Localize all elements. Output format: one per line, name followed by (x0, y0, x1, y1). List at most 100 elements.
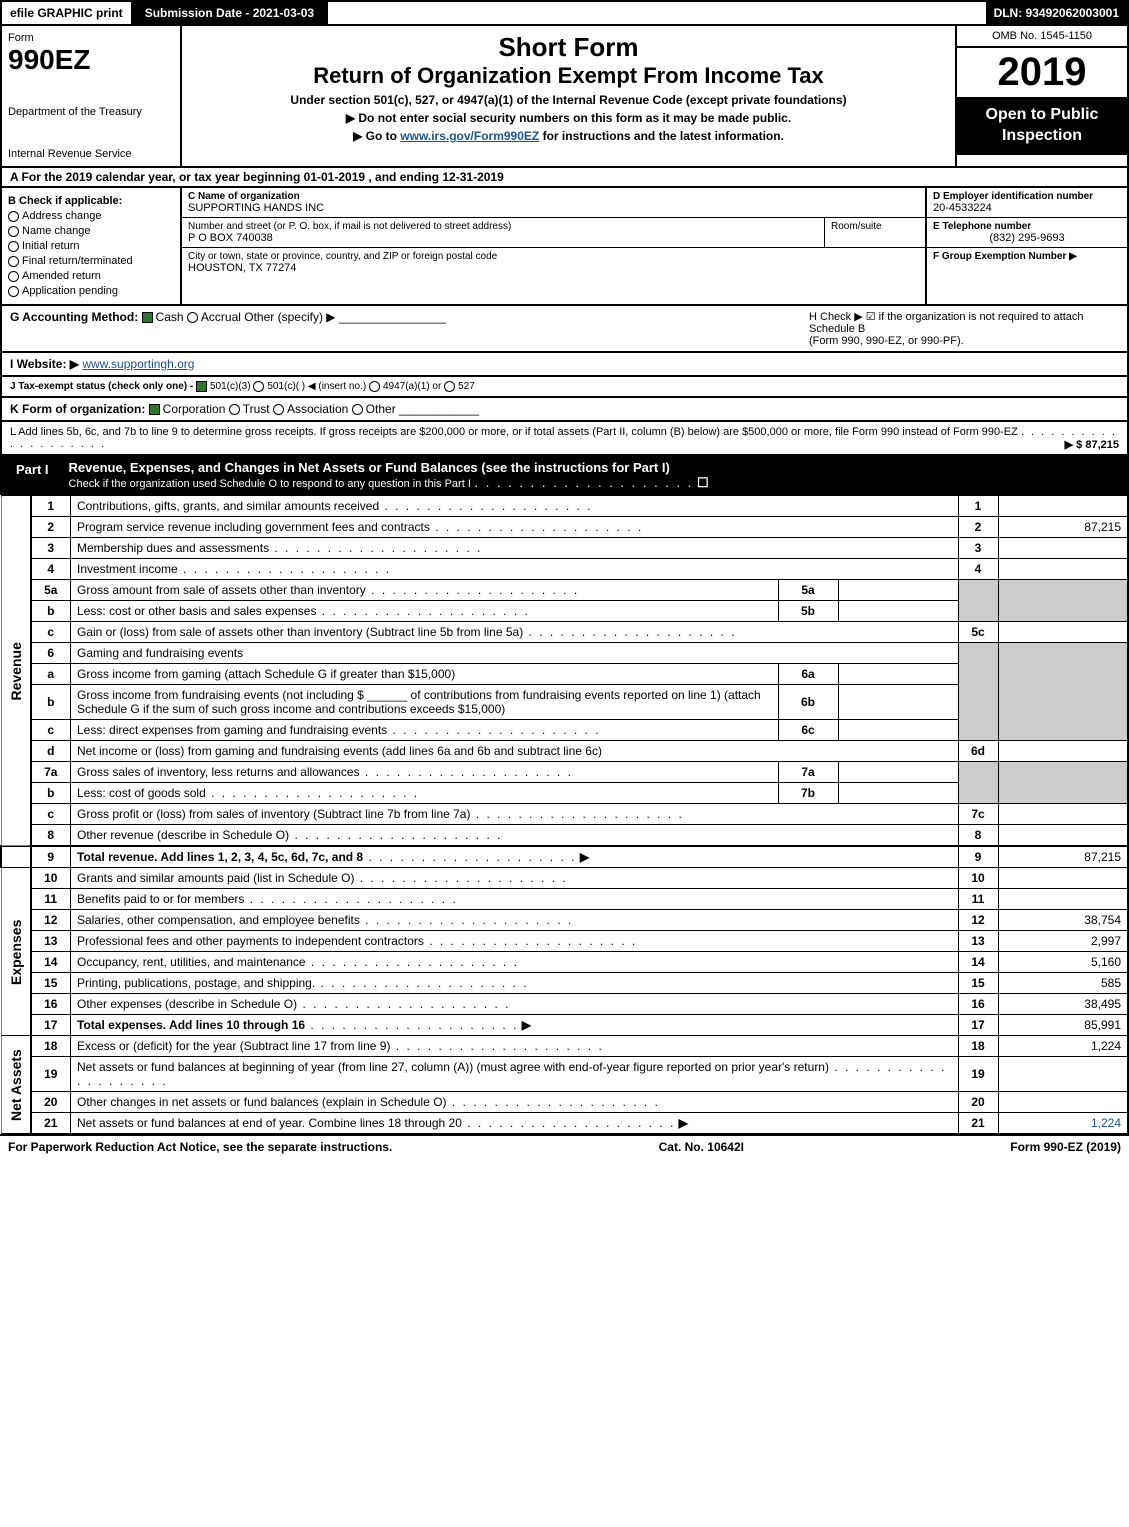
checkbox-amended-return[interactable]: Amended return (8, 270, 174, 282)
checkbox-corporation[interactable]: Corporation (149, 402, 226, 416)
expenses-vlabel: Expenses (1, 868, 31, 1036)
section-f: F Group Exemption Number ▶ (927, 248, 1127, 265)
section-i: I Website: ▶ www.supportingh.org (0, 353, 1129, 377)
section-j: J Tax-exempt status (check only one) - 5… (0, 377, 1129, 398)
info-right: D Employer identification number 20-4533… (927, 188, 1127, 304)
checkbox-527[interactable]: 527 (444, 381, 475, 392)
section-g-h: G Accounting Method: Cash Accrual Other … (0, 306, 1129, 353)
part-1-check-val: ☐ (697, 475, 709, 490)
line-16: 16Other expenses (describe in Schedule O… (1, 994, 1128, 1015)
checkbox-accrual[interactable]: Accrual (187, 310, 241, 324)
checkbox-cash[interactable]: Cash (142, 310, 184, 324)
city-label: City or town, state or province, country… (188, 251, 919, 262)
instr-goto: ▶ Go to www.irs.gov/Form990EZ for instru… (192, 129, 945, 143)
tax-year: 2019 (957, 48, 1127, 97)
line-11: 11Benefits paid to or for members11 (1, 889, 1128, 910)
ein-label: D Employer identification number (933, 191, 1121, 202)
checkbox-name-change[interactable]: Name change (8, 225, 174, 237)
line-7c: cGross profit or (loss) from sales of in… (1, 804, 1128, 825)
addr-row: Number and street (or P. O. box, if mail… (182, 218, 925, 248)
checkbox-final-return[interactable]: Final return/terminated (8, 255, 174, 267)
org-name: SUPPORTING HANDS INC (188, 202, 919, 214)
form-org-label: K Form of organization: (10, 402, 145, 416)
footer-cat: Cat. No. 10642I (659, 1140, 744, 1154)
room-label: Room/suite (831, 221, 919, 232)
city-value: HOUSTON, TX 77274 (188, 262, 919, 274)
revenue-vlabel: Revenue (1, 496, 31, 847)
checkbox-application-pending[interactable]: Application pending (8, 285, 174, 297)
section-g: G Accounting Method: Cash Accrual Other … (10, 310, 799, 324)
checkbox-trust[interactable]: Trust (229, 402, 270, 416)
section-e: E Telephone number (832) 295-9693 (927, 218, 1127, 248)
part-1-check-instr: Check if the organization used Schedule … (69, 478, 471, 490)
schedule-b-forms: (Form 990, 990-EZ, or 990-PF). (809, 335, 1119, 347)
top-bar: efile GRAPHIC print Submission Date - 20… (0, 0, 1129, 26)
checkbox-association[interactable]: Association (273, 402, 348, 416)
header-right: OMB No. 1545-1150 2019 Open to Public In… (957, 26, 1127, 166)
city-cell: City or town, state or province, country… (182, 248, 925, 277)
line-20: 20Other changes in net assets or fund ba… (1, 1092, 1128, 1113)
submission-date: Submission Date - 2021-03-03 (133, 2, 328, 24)
line-12: 12Salaries, other compensation, and empl… (1, 910, 1128, 931)
part-1-title: Revenue, Expenses, and Changes in Net As… (69, 460, 1121, 491)
accounting-method-label: G Accounting Method: (10, 310, 138, 324)
line-15: 15Printing, publications, postage, and s… (1, 973, 1128, 994)
dept-treasury: Department of the Treasury (8, 106, 174, 118)
line-1: Revenue 1Contributions, gifts, grants, a… (1, 496, 1128, 517)
section-c: C Name of organization SUPPORTING HANDS … (182, 188, 927, 304)
form-header: Form 990EZ Department of the Treasury In… (0, 26, 1129, 168)
section-h: H Check ▶ ☑ if the organization is not r… (799, 310, 1119, 347)
section-b: B Check if applicable: Address change Na… (2, 188, 182, 304)
line-3: 3Membership dues and assessments3 (1, 538, 1128, 559)
footer-form: Form 990-EZ (2019) (1010, 1140, 1121, 1154)
section-b-title: B Check if applicable: (8, 195, 174, 207)
section-l-text: L Add lines 5b, 6c, and 7b to line 9 to … (10, 426, 1018, 438)
efile-label[interactable]: efile GRAPHIC print (2, 2, 133, 24)
open-inspection: Open to Public Inspection (957, 97, 1127, 155)
checkbox-501c3[interactable]: 501(c)(3) (196, 381, 251, 392)
accounting-other[interactable]: Other (specify) ▶ (244, 310, 335, 324)
schedule-b-check: H Check ▶ ☑ if the organization is not r… (809, 310, 1119, 335)
checkbox-other-org[interactable]: Other (352, 402, 396, 416)
net-assets-vlabel: Net Assets (1, 1036, 31, 1134)
addr-label: Number and street (or P. O. box, if mail… (188, 221, 818, 232)
group-exemption-label: F Group Exemption Number ▶ (933, 251, 1121, 262)
line-7a: 7aGross sales of inventory, less returns… (1, 762, 1128, 783)
website-label: I Website: ▶ (10, 357, 79, 371)
phone-label: E Telephone number (933, 221, 1121, 232)
line-14: 14Occupancy, rent, utilities, and mainte… (1, 952, 1128, 973)
website-link[interactable]: www.supportingh.org (82, 357, 194, 371)
instr-pre: ▶ Go to (353, 129, 400, 143)
checkbox-501c[interactable]: 501(c)( ) ◀ (insert no.) (253, 381, 366, 392)
line-10: Expenses 10Grants and similar amounts pa… (1, 868, 1128, 889)
checkbox-initial-return[interactable]: Initial return (8, 240, 174, 252)
part-1-label: Part I (8, 460, 57, 491)
section-d: D Employer identification number 20-4533… (927, 188, 1127, 218)
line-9: 9Total revenue. Add lines 1, 2, 3, 4, 5c… (1, 846, 1128, 868)
line-6: 6Gaming and fundraising events (1, 643, 1128, 664)
omb-number: OMB No. 1545-1150 (957, 26, 1127, 48)
irs-link[interactable]: www.irs.gov/Form990EZ (400, 129, 539, 143)
info-grid: B Check if applicable: Address change Na… (0, 188, 1129, 306)
ein-value: 20-4533224 (933, 202, 1121, 214)
line-4: 4Investment income4 (1, 559, 1128, 580)
section-k: K Form of organization: Corporation Trus… (0, 398, 1129, 422)
tax-exempt-label: J Tax-exempt status (check only one) - (10, 381, 193, 392)
page-footer: For Paperwork Reduction Act Notice, see … (0, 1134, 1129, 1158)
checkbox-4947[interactable]: 4947(a)(1) or (369, 381, 441, 392)
section-l: L Add lines 5b, 6c, and 7b to line 9 to … (0, 422, 1129, 456)
org-name-label: C Name of organization (188, 191, 919, 202)
instr-post: for instructions and the latest informat… (539, 129, 784, 143)
part-1-header: Part I Revenue, Expenses, and Changes in… (0, 456, 1129, 495)
line-17: 17Total expenses. Add lines 10 through 1… (1, 1015, 1128, 1036)
line-21: 21Net assets or fund balances at end of … (1, 1113, 1128, 1134)
line-2: 2Program service revenue including gover… (1, 517, 1128, 538)
gross-receipts-amount: ▶ $ 87,215 (1065, 438, 1119, 451)
line-5a: 5aGross amount from sale of assets other… (1, 580, 1128, 601)
header-left: Form 990EZ Department of the Treasury In… (2, 26, 182, 166)
short-form-title: Short Form (192, 32, 945, 63)
form-label: Form (8, 32, 174, 44)
dept-irs: Internal Revenue Service (8, 148, 174, 160)
phone-value: (832) 295-9693 (933, 232, 1121, 244)
checkbox-address-change[interactable]: Address change (8, 210, 174, 222)
